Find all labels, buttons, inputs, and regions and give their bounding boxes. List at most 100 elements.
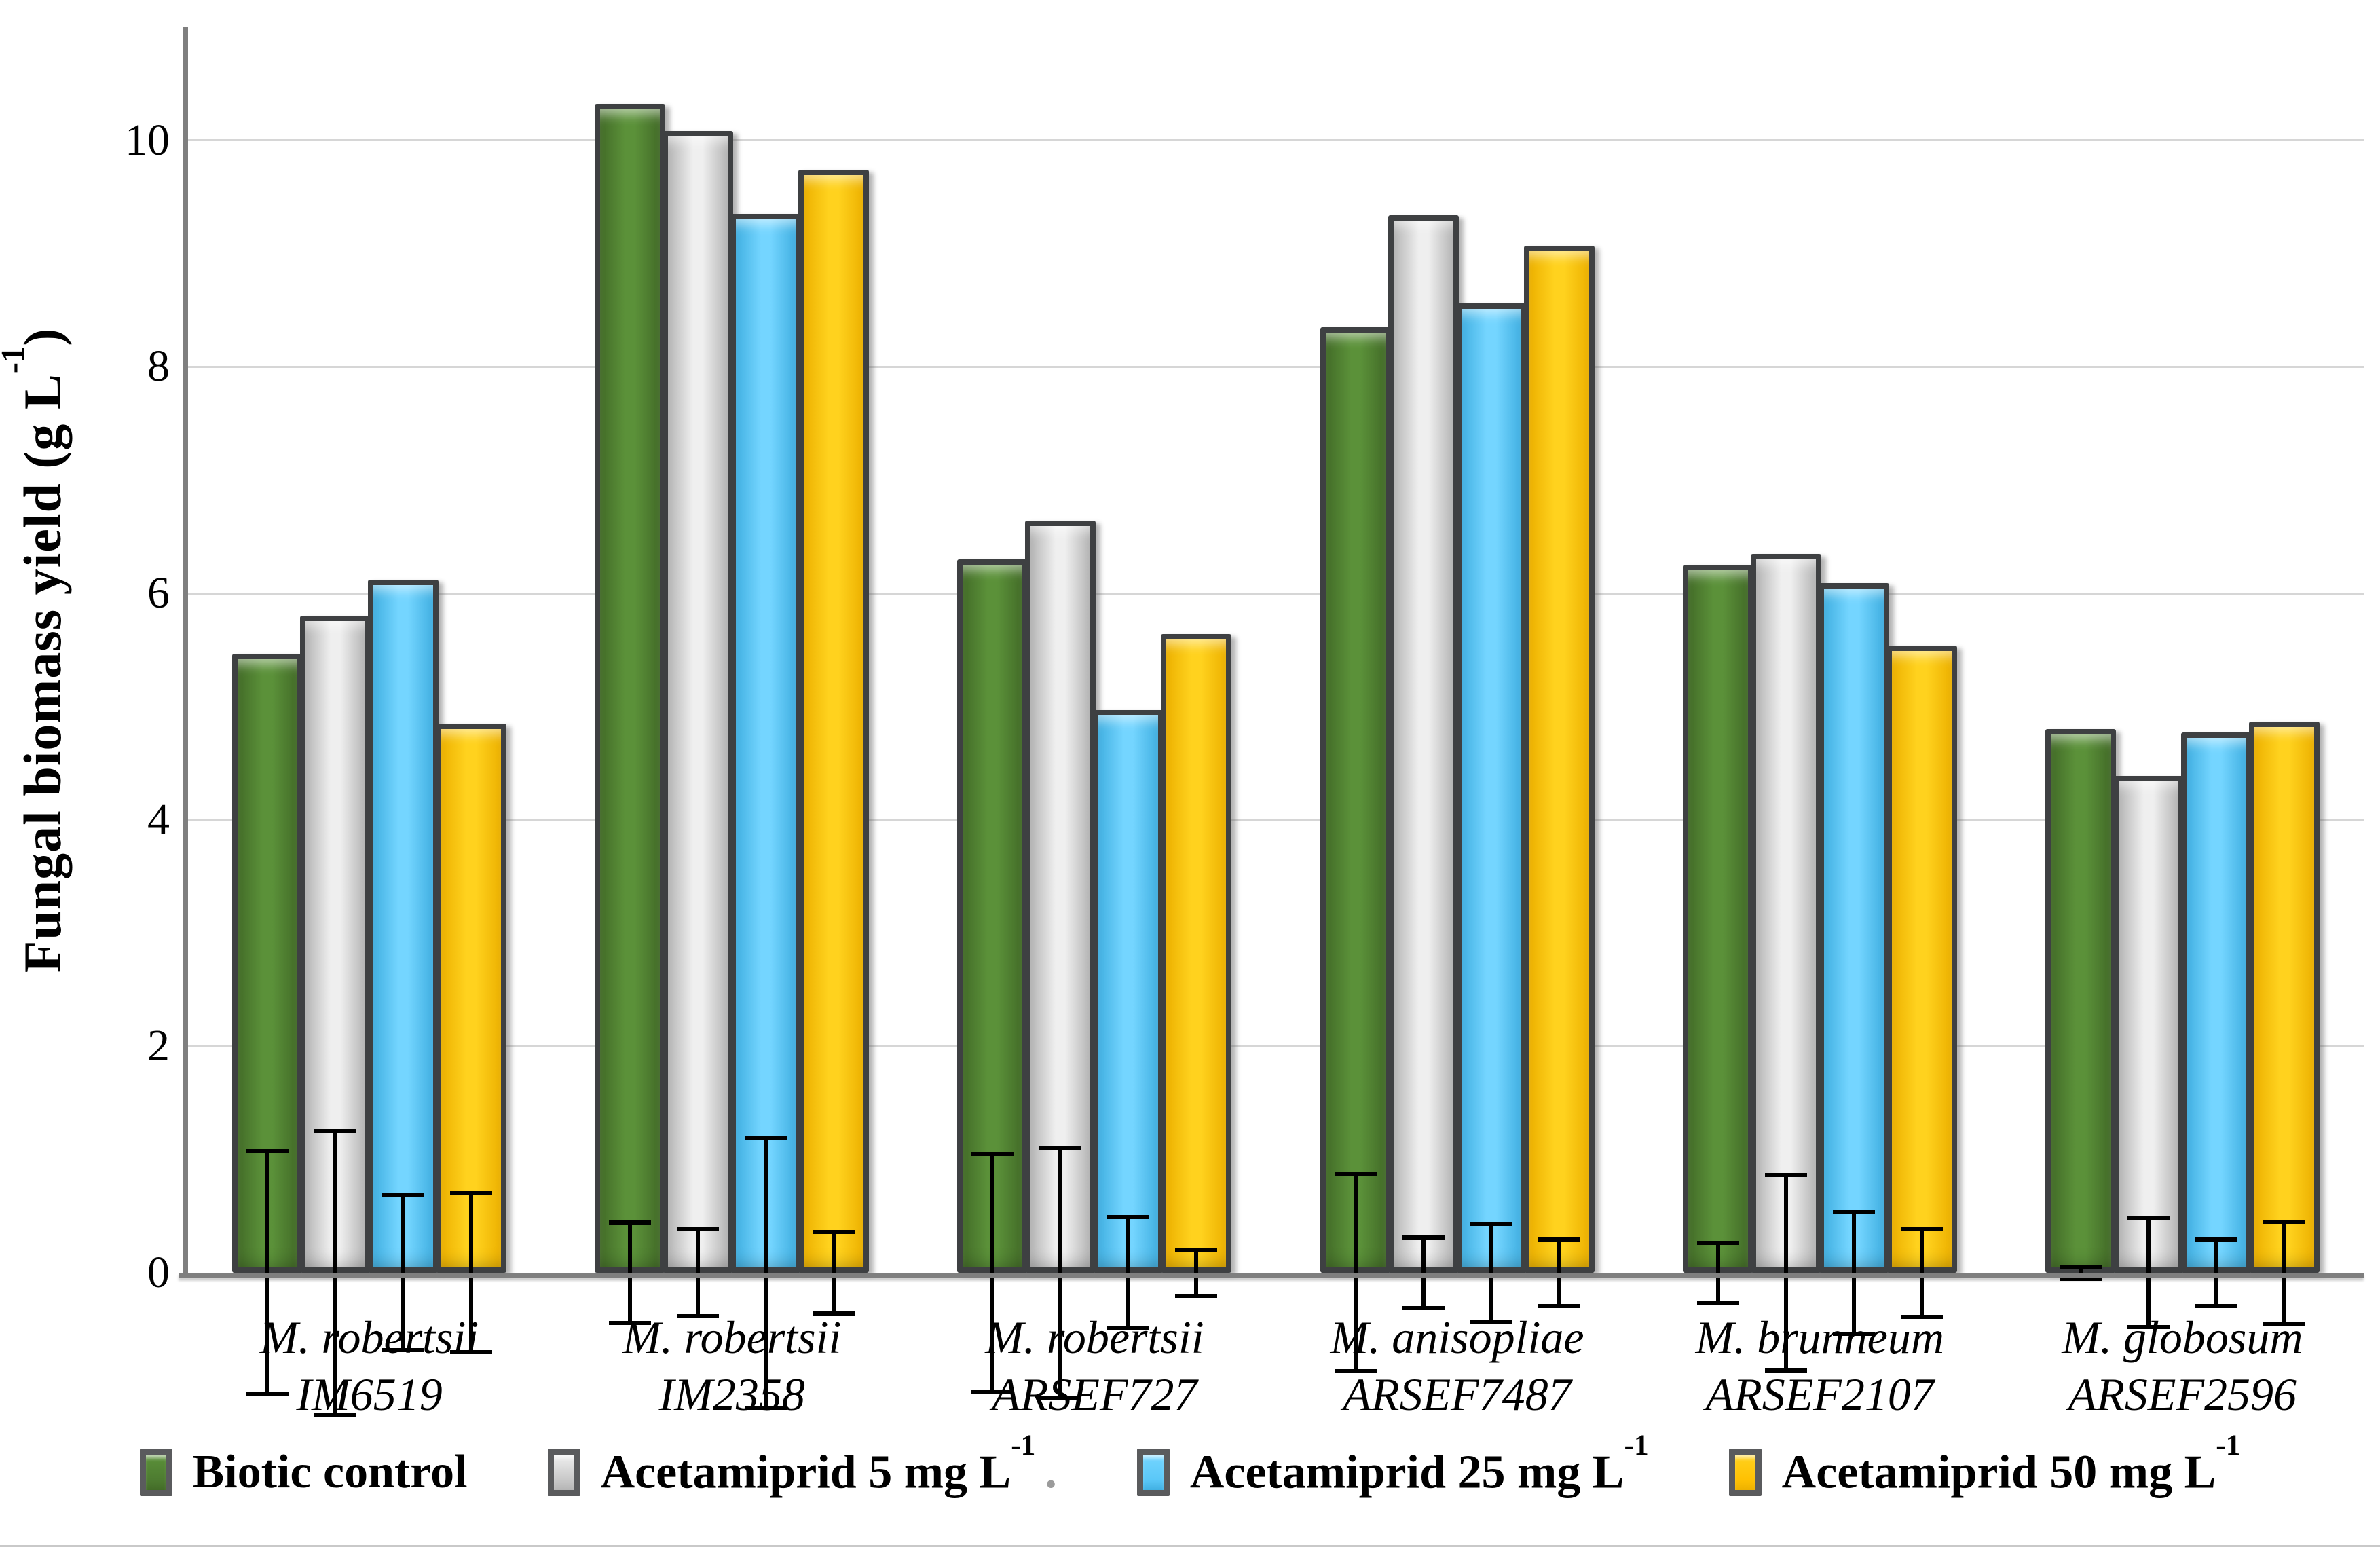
bar-wrap xyxy=(1320,327,1391,1374)
category-strain: ARSEF2107 xyxy=(1705,1368,1934,1420)
error-bar-cap xyxy=(971,1390,1014,1394)
bar-wrap xyxy=(2113,775,2184,1330)
bar-wrap xyxy=(232,653,303,1396)
legend-label: Acetamiprid 5 mg L-1 xyxy=(600,1429,1036,1499)
error-bar-cap xyxy=(1175,1248,1218,1252)
error-bar-stem xyxy=(333,1129,338,1417)
bar-acetamiprid-50-mg-l-ARSEF2596 xyxy=(2248,721,2320,1273)
error-bar-cap xyxy=(1039,1395,1082,1400)
bar-acetamiprid-5-mg-l-ARSEF2107 xyxy=(1750,553,1821,1273)
error-bar-stem xyxy=(1851,1209,1856,1337)
bar-wrap xyxy=(1886,645,1957,1320)
error-bar-cap xyxy=(2195,1237,2237,1242)
error-bar-cap xyxy=(2263,1322,2305,1326)
y-tick-label-6: 6 xyxy=(147,568,170,618)
error-bar-cap xyxy=(382,1193,425,1198)
error-bar-cap xyxy=(246,1392,289,1396)
error-bar xyxy=(2181,1237,2252,1308)
error-bar-cap xyxy=(1470,1221,1512,1226)
bar-acetamiprid-5-mg-l-IM2358 xyxy=(663,131,734,1273)
error-bar-cap xyxy=(314,1412,357,1417)
bar-wrap xyxy=(300,616,371,1417)
bar-wrap xyxy=(1161,634,1232,1298)
bar-acetamiprid-50-mg-l-IM2358 xyxy=(798,170,870,1273)
error-bar-stem xyxy=(696,1227,701,1318)
bar-wrap xyxy=(1818,583,1889,1337)
y-tick-label-0: 0 xyxy=(147,1248,170,1297)
bar-group-IM6519 xyxy=(188,27,551,1417)
error-bar xyxy=(1161,1248,1231,1298)
error-bar-cap xyxy=(1402,1235,1445,1240)
error-bar-stem xyxy=(1557,1237,1561,1308)
error-bar-cap xyxy=(677,1227,720,1232)
error-bar-cap xyxy=(813,1311,855,1316)
bar-acetamiprid-25-mg-l-ARSEF2107 xyxy=(1818,583,1889,1273)
bar-wrap xyxy=(798,170,870,1316)
bar-acetamiprid-50-mg-l-ARSEF7487 xyxy=(1523,245,1595,1273)
category-species: M. robertsii xyxy=(259,1311,479,1363)
category-label-IM6519: M. robertsii IM6519 xyxy=(188,1309,551,1423)
category-strain: ARSEF7487 xyxy=(1343,1368,1572,1420)
error-bar-cap xyxy=(1470,1320,1512,1324)
error-bar-cap xyxy=(1900,1315,1943,1320)
error-bar-cap xyxy=(2127,1325,2170,1330)
bar-wrap xyxy=(595,104,666,1325)
bar-acetamiprid-25-mg-l-IM6519 xyxy=(368,580,439,1273)
legend-item-acetamiprid-25-mg-l: Acetamiprid 25 mg L-1 xyxy=(1136,1429,1649,1499)
error-bar-cap xyxy=(1538,1303,1580,1308)
error-bar-cap xyxy=(609,1220,652,1225)
y-tick-label-8: 8 xyxy=(147,341,170,392)
category-label-ARSEF2596: M. globosum ARSEF2596 xyxy=(2001,1309,2364,1423)
y-tick-label-10: 10 xyxy=(125,115,170,165)
bar-group-ARSEF2107 xyxy=(1639,27,2001,1373)
error-bar-stem xyxy=(1126,1214,1131,1331)
error-bar-cap xyxy=(745,1136,787,1140)
error-bar xyxy=(663,1227,733,1318)
gridline-y10 xyxy=(188,139,2364,142)
bar-acetamiprid-25-mg-l-ARSEF2596 xyxy=(2180,732,2252,1273)
error-bar-stem xyxy=(1353,1172,1358,1374)
bar-groups xyxy=(188,27,2364,1417)
error-bar-stem xyxy=(2214,1237,2218,1308)
bar-acetamiprid-50-mg-l-ARSEF2107 xyxy=(1886,645,1957,1273)
bar-acetamiprid-25-mg-l-ARSEF727 xyxy=(1093,709,1164,1273)
legend-label-exponent: -1 xyxy=(1624,1429,1649,1462)
error-bar-stem xyxy=(990,1151,995,1394)
category-label-ARSEF7487: M. anisopliae ARSEF7487 xyxy=(1276,1309,1639,1423)
error-bar-cap xyxy=(382,1347,425,1352)
bar-wrap xyxy=(1523,245,1595,1308)
error-bar-stem xyxy=(1194,1248,1199,1298)
bar-wrap xyxy=(2180,732,2252,1308)
error-bar-cap xyxy=(450,1191,493,1195)
bar-wrap xyxy=(957,559,1028,1394)
error-bar-cap xyxy=(1696,1300,1739,1305)
bar-wrap xyxy=(1750,553,1821,1373)
category-label-ARSEF2107: M. brunneum ARSEF2107 xyxy=(1639,1309,2001,1423)
category-strain: ARSEF2596 xyxy=(2068,1368,2297,1420)
category-strain: ARSEF727 xyxy=(992,1368,1197,1420)
error-bar-cap xyxy=(2127,1216,2170,1220)
legend-swatch-icon xyxy=(1136,1448,1170,1496)
legend-label: Acetamiprid 25 mg L-1 xyxy=(1189,1429,1649,1499)
error-bar-cap xyxy=(1764,1173,1807,1178)
y-tick-label-2: 2 xyxy=(147,1021,170,1071)
error-bar-cap xyxy=(1832,1332,1875,1337)
error-bar-cap xyxy=(2263,1219,2305,1224)
gridline-y2 xyxy=(188,1045,2364,1047)
y-axis-line xyxy=(183,27,188,1278)
legend: Biotic control Acetamiprid 5 mg L-1. Aceta… xyxy=(0,1429,2380,1499)
plot-area xyxy=(179,27,2364,1417)
error-bar xyxy=(2249,1219,2320,1326)
error-bar xyxy=(1320,1172,1391,1374)
legend-label-exponent: -1 xyxy=(2216,1429,2241,1462)
bar-wrap xyxy=(663,131,734,1318)
category-species: M. robertsii xyxy=(622,1311,842,1363)
error-bar-cap xyxy=(1175,1293,1218,1298)
error-bar-cap xyxy=(1107,1214,1150,1219)
bar-wrap xyxy=(1025,521,1096,1400)
legend-label-exponent: -1 xyxy=(1011,1429,1036,1462)
legend-item-acetamiprid-5-mg-l: Acetamiprid 5 mg L-1. xyxy=(547,1429,1057,1499)
bar-group-IM2358 xyxy=(551,27,913,1410)
error-bar-stem xyxy=(469,1191,474,1355)
error-bar-cap xyxy=(1334,1172,1377,1176)
